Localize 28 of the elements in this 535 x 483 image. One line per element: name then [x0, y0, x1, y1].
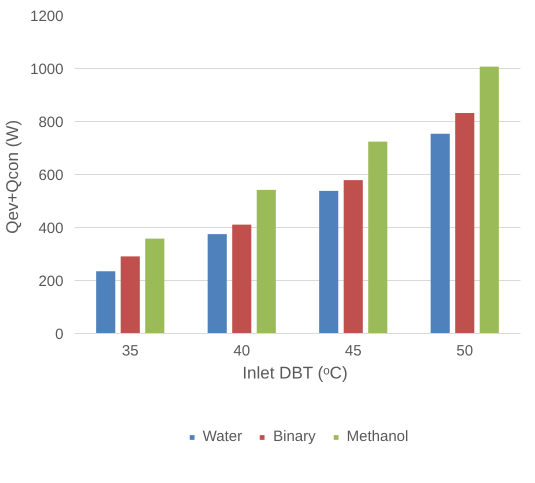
y-tick-label: 200 [38, 273, 64, 290]
x-axis-title: Inlet DBT (ᵒC) [242, 364, 348, 382]
y-tick-label: 400 [38, 220, 64, 237]
bar [145, 238, 164, 334]
bar [208, 234, 227, 334]
bar [455, 113, 474, 334]
y-tick-label: 1200 [30, 8, 64, 25]
y-tick-label: 600 [38, 167, 64, 184]
bar [368, 142, 388, 334]
bar [232, 224, 252, 334]
y-tick-label: 1000 [30, 61, 64, 78]
legend-label: Methanol [346, 428, 408, 445]
bar [256, 190, 276, 334]
y-axis-title: Qev+Qcon (W) [3, 120, 22, 234]
y-tick-label: 0 [55, 326, 64, 343]
x-tick-label: 45 [344, 342, 362, 360]
bar [480, 66, 499, 334]
bar [319, 190, 338, 334]
legend-label: Water [202, 428, 242, 445]
x-tick-label: 35 [122, 342, 139, 360]
y-tick-label: 800 [38, 114, 64, 131]
bar [344, 180, 363, 334]
bar [96, 271, 116, 334]
legend-label: Binary [273, 428, 316, 445]
x-tick-label: 40 [233, 342, 250, 360]
bar [430, 134, 450, 334]
bar [120, 256, 140, 334]
x-tick-label: 50 [456, 342, 474, 360]
